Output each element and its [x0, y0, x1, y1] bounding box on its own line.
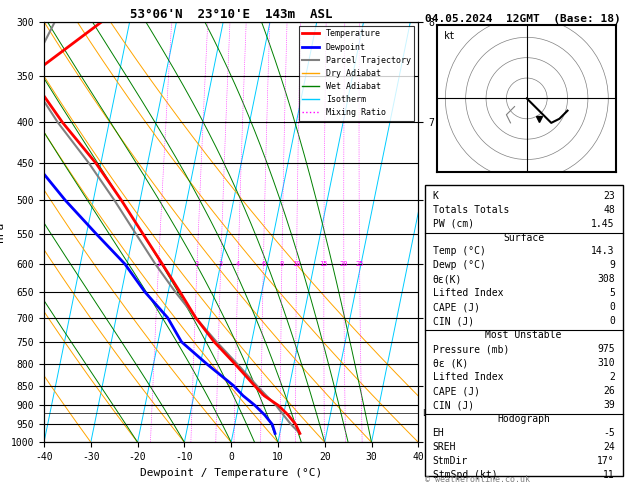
Text: 11: 11 — [603, 470, 615, 481]
Text: 2: 2 — [195, 261, 199, 267]
Text: Surface: Surface — [503, 232, 544, 243]
Text: 0: 0 — [609, 302, 615, 312]
Text: K: K — [433, 191, 438, 201]
Text: 0: 0 — [609, 316, 615, 327]
Text: Totals Totals: Totals Totals — [433, 205, 509, 214]
Text: 1: 1 — [157, 261, 160, 267]
Text: LCL: LCL — [422, 409, 437, 417]
Text: CAPE (J): CAPE (J) — [433, 302, 479, 312]
Text: 17°: 17° — [597, 456, 615, 467]
X-axis label: Dewpoint / Temperature (°C): Dewpoint / Temperature (°C) — [140, 468, 322, 478]
Title: 53°06'N  23°10'E  143m  ASL: 53°06'N 23°10'E 143m ASL — [130, 8, 332, 21]
Text: 04.05.2024  12GMT  (Base: 18): 04.05.2024 12GMT (Base: 18) — [425, 14, 620, 24]
Text: θε(K): θε(K) — [433, 275, 462, 284]
Text: 6: 6 — [261, 261, 265, 267]
Text: θε (K): θε (K) — [433, 359, 468, 368]
Text: StmDir: StmDir — [433, 456, 468, 467]
Text: kt: kt — [444, 31, 456, 41]
Text: 5: 5 — [609, 289, 615, 298]
Y-axis label: km
ASL: km ASL — [437, 223, 459, 241]
Text: Most Unstable: Most Unstable — [486, 330, 562, 341]
Text: 308: 308 — [597, 275, 615, 284]
Text: CIN (J): CIN (J) — [433, 316, 474, 327]
Text: Lifted Index: Lifted Index — [433, 289, 503, 298]
Text: 2: 2 — [609, 372, 615, 382]
Text: 4: 4 — [236, 261, 240, 267]
Text: 39: 39 — [603, 400, 615, 411]
FancyBboxPatch shape — [425, 185, 623, 476]
Text: 975: 975 — [597, 345, 615, 354]
Text: 24: 24 — [603, 442, 615, 452]
Text: Dewp (°C): Dewp (°C) — [433, 260, 486, 271]
Text: 8: 8 — [280, 261, 284, 267]
Text: PW (cm): PW (cm) — [433, 219, 474, 228]
Text: EH: EH — [433, 429, 444, 438]
Text: 48: 48 — [603, 205, 615, 214]
Text: © weatheronline.co.uk: © weatheronline.co.uk — [425, 474, 530, 484]
Text: -5: -5 — [603, 429, 615, 438]
Text: Lifted Index: Lifted Index — [433, 372, 503, 382]
Text: StmSpd (kt): StmSpd (kt) — [433, 470, 497, 481]
Text: 15: 15 — [320, 261, 328, 267]
Text: 9: 9 — [609, 260, 615, 271]
Text: CIN (J): CIN (J) — [433, 400, 474, 411]
Text: 14.3: 14.3 — [591, 246, 615, 257]
Legend: Temperature, Dewpoint, Parcel Trajectory, Dry Adiabat, Wet Adiabat, Isotherm, Mi: Temperature, Dewpoint, Parcel Trajectory… — [299, 26, 414, 121]
Text: 25: 25 — [355, 261, 364, 267]
Text: SREH: SREH — [433, 442, 456, 452]
Y-axis label: hPa: hPa — [0, 222, 5, 242]
Text: CAPE (J): CAPE (J) — [433, 386, 479, 397]
Text: 10: 10 — [292, 261, 301, 267]
Text: 310: 310 — [597, 359, 615, 368]
Text: Pressure (mb): Pressure (mb) — [433, 345, 509, 354]
Text: 3: 3 — [219, 261, 223, 267]
Text: Mixing Ratio (g/kg): Mixing Ratio (g/kg) — [442, 206, 451, 300]
Text: 1.45: 1.45 — [591, 219, 615, 228]
Text: 20: 20 — [340, 261, 348, 267]
Text: Temp (°C): Temp (°C) — [433, 246, 486, 257]
Text: Hodograph: Hodograph — [497, 415, 550, 424]
Text: 23: 23 — [603, 191, 615, 201]
Text: 26: 26 — [603, 386, 615, 397]
